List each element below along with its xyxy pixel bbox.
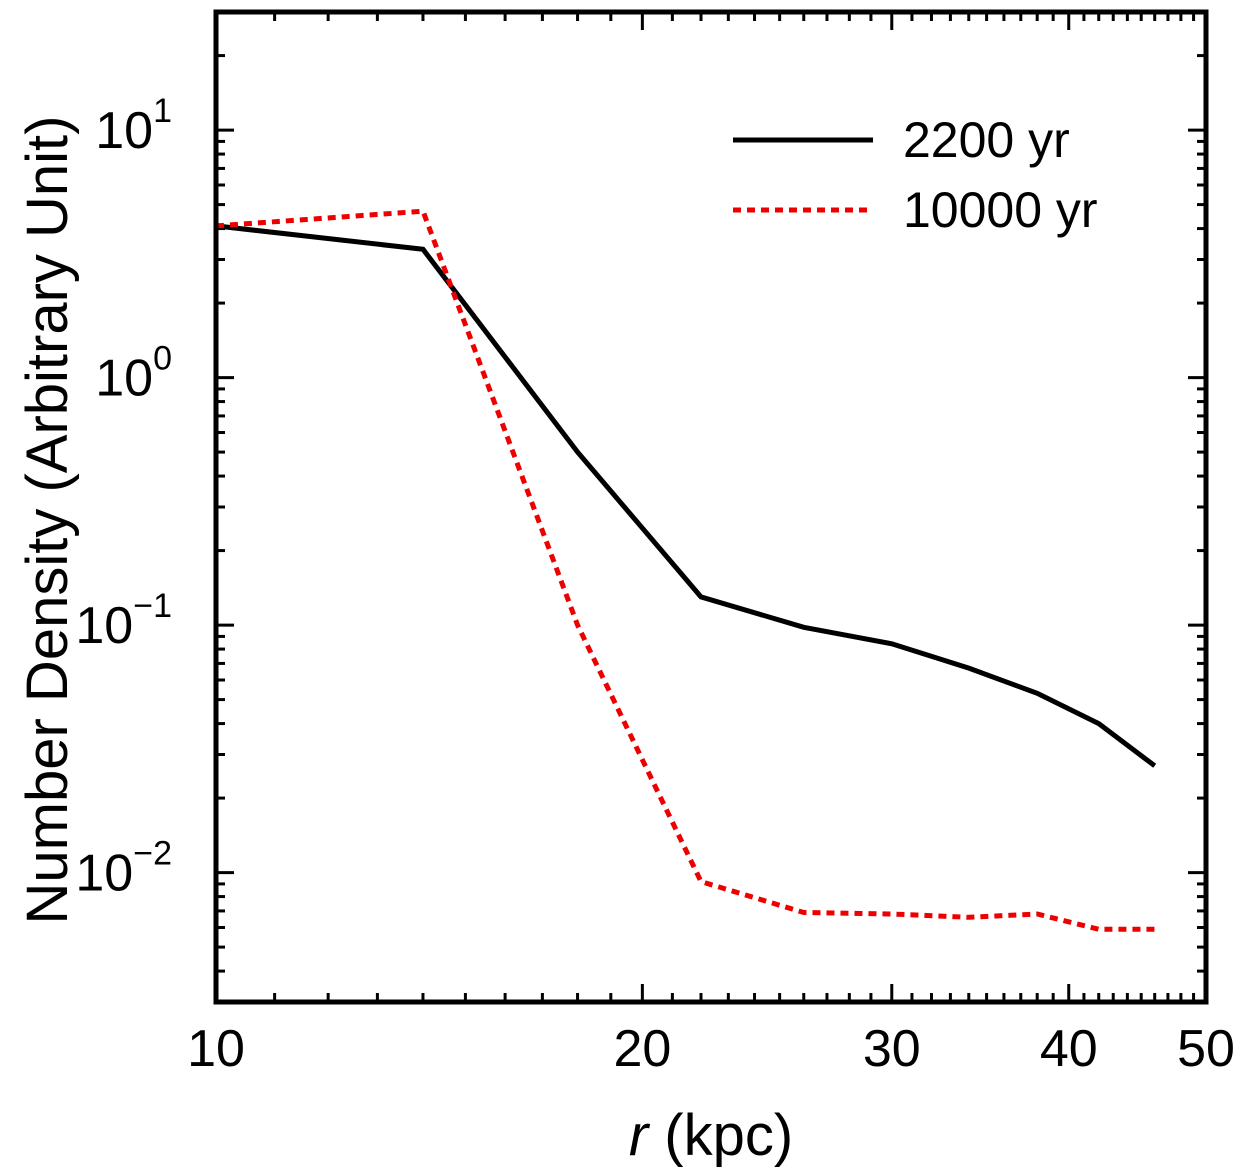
major-ticks: [216, 12, 1206, 1002]
y-tick-label: 100: [95, 340, 172, 408]
x-axis-variable: r: [629, 1103, 651, 1168]
x-axis-unit: (kpc): [648, 1103, 793, 1168]
y-tick-label: 101: [95, 92, 172, 160]
x-tick-label: 10: [187, 1020, 245, 1078]
x-tick-label: 50: [1177, 1020, 1235, 1078]
x-tick-label: 30: [863, 1020, 921, 1078]
x-tick-label: 40: [1040, 1020, 1098, 1078]
series-line-1: [215, 223, 1157, 768]
legend-label-1: 2200 yr: [903, 112, 1070, 168]
x-axis-label: r (kpc): [629, 1103, 793, 1168]
series-line-2: [215, 208, 1155, 932]
legend-label-2: 10000 yr: [903, 182, 1098, 238]
y-tick-label: 10−1: [75, 587, 172, 655]
y-axis-label: Number Density (Arbitrary Unit): [15, 116, 80, 925]
legend: 2200 yr 10000 yr: [733, 112, 1098, 238]
y-tick-label: 10−2: [75, 835, 172, 903]
y-tick-labels: 101 100 10−1 10−2: [75, 92, 172, 903]
series-group: [215, 208, 1157, 932]
x-tick-labels: 10 20 30 40 50: [187, 1020, 1235, 1078]
x-tick-label: 20: [613, 1020, 671, 1078]
plot-frame: [213, 9, 1209, 1005]
